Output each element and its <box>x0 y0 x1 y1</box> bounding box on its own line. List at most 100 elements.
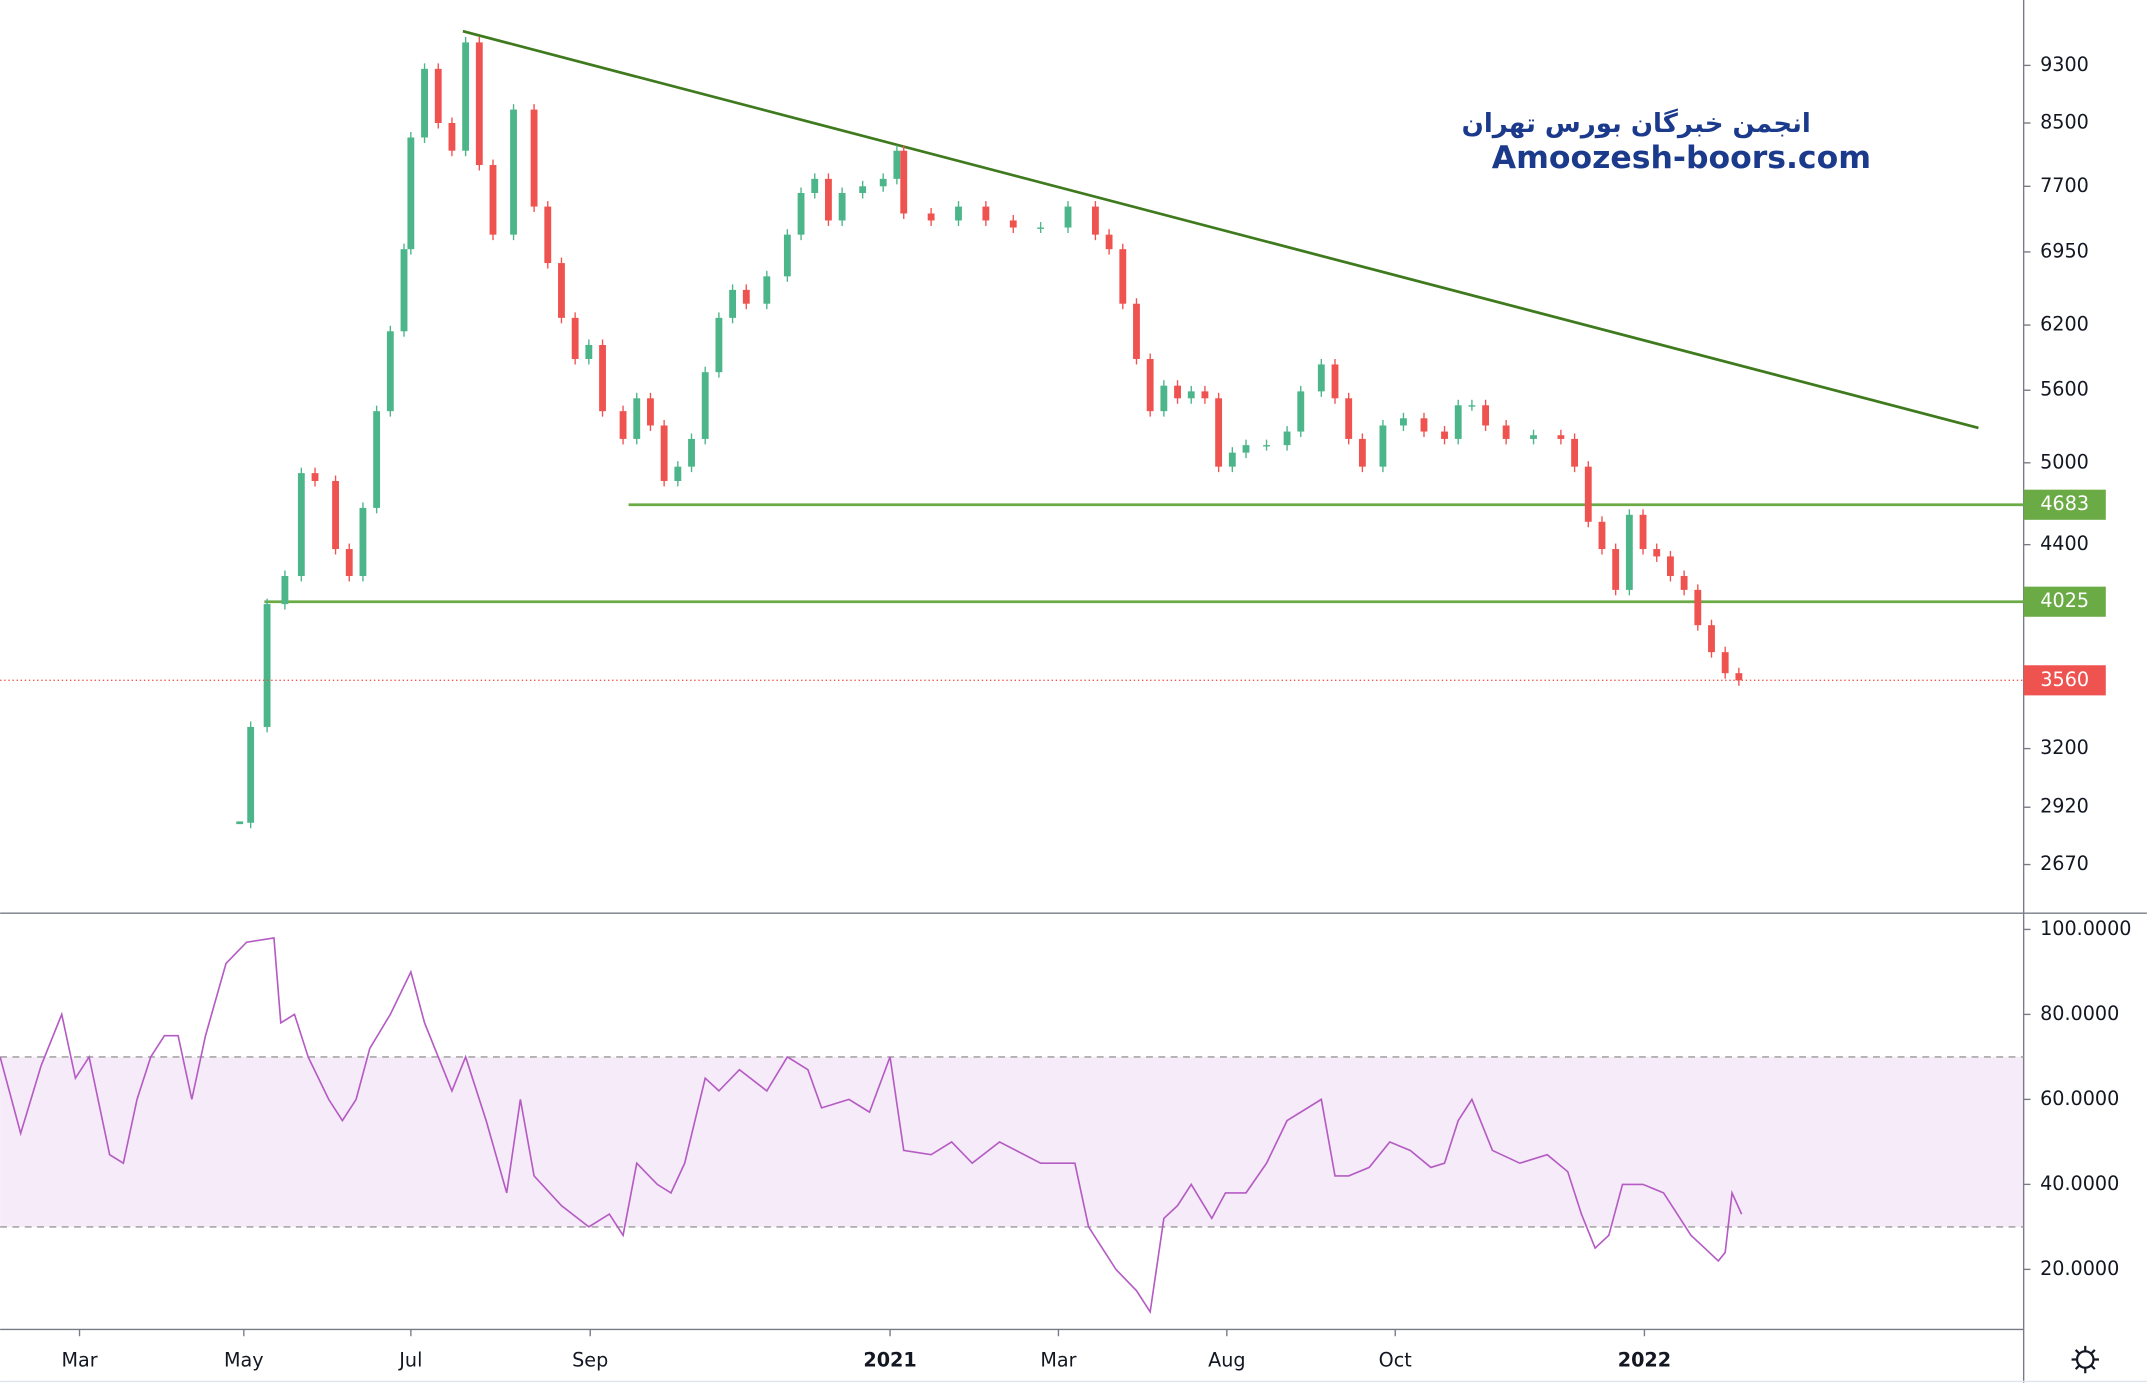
candle <box>1228 452 1236 467</box>
candle <box>1263 445 1270 447</box>
y-tick-label: 9300 <box>2040 53 2089 76</box>
y-tick-label: 5000 <box>2040 450 2089 473</box>
candle <box>783 234 791 277</box>
settings-icon[interactable] <box>2071 1345 2099 1374</box>
candle <box>811 178 819 193</box>
candle <box>982 206 990 221</box>
rsi-line <box>0 937 1743 1315</box>
level-label: 4683 <box>2040 492 2089 515</box>
candle <box>1037 227 1045 229</box>
candle <box>1653 549 1661 557</box>
candle <box>1530 435 1537 439</box>
candle <box>1400 418 1407 426</box>
candle <box>1379 425 1387 467</box>
candle <box>1345 398 1353 439</box>
y-tick-label: 60.0000 <box>2040 1087 2119 1110</box>
x-tick-label: Sep <box>572 1348 608 1371</box>
candle <box>1064 206 1072 228</box>
candle <box>838 192 846 221</box>
candle <box>1735 673 1743 681</box>
level-label: 4025 <box>2040 589 2089 612</box>
candle <box>489 165 497 235</box>
candle <box>263 604 271 727</box>
candle <box>585 344 593 359</box>
candle <box>1468 405 1476 407</box>
candle <box>1708 625 1715 653</box>
candle <box>701 372 709 439</box>
candle <box>544 206 552 264</box>
candle <box>530 109 538 207</box>
candle <box>1502 425 1510 439</box>
candle <box>1598 521 1606 550</box>
y-tick-label: 4400 <box>2040 532 2089 555</box>
candle <box>1639 514 1647 550</box>
x-tick-label: Jul <box>398 1348 422 1371</box>
candle <box>742 289 750 304</box>
candle <box>1454 405 1462 439</box>
candle <box>1160 385 1168 412</box>
y-tick-label: 5600 <box>2040 378 2089 401</box>
settings-gear-teeth[interactable] <box>2071 1345 2099 1374</box>
x-tick-label: 2022 <box>1618 1348 1671 1371</box>
y-tick-label: 6950 <box>2040 239 2089 262</box>
candle <box>1119 249 1127 304</box>
candle <box>599 344 606 412</box>
x-tick-label: Mar <box>61 1348 97 1371</box>
candle <box>1091 206 1099 235</box>
candle <box>1482 405 1490 426</box>
x-tick-label: 2021 <box>863 1348 916 1371</box>
watermark-site: Amoozesh-boors.com <box>1492 140 1871 176</box>
candle <box>633 398 641 439</box>
trendline <box>462 29 1979 430</box>
candle <box>1571 438 1579 467</box>
candle <box>1625 514 1633 590</box>
candle <box>1557 435 1565 439</box>
candle <box>407 137 415 250</box>
candle <box>1201 391 1209 399</box>
watermark-persian: انجمن خبرگان بورس تهران <box>1462 108 1811 139</box>
y-tick-label: 3200 <box>2040 736 2089 759</box>
y-tick-label: 80.0000 <box>2040 1002 2119 1025</box>
candle <box>475 42 483 166</box>
y-tick-label: 100.0000 <box>2040 917 2131 940</box>
candle <box>619 411 627 439</box>
y-tick-label: 2920 <box>2040 795 2089 818</box>
candle <box>893 150 901 179</box>
candle <box>434 68 442 124</box>
candle <box>715 317 723 373</box>
candle <box>1680 575 1688 590</box>
candle <box>1133 303 1140 359</box>
candle <box>345 549 353 576</box>
candle <box>373 411 381 508</box>
rsi-band <box>0 1056 2024 1227</box>
level-label-box <box>2023 489 2106 520</box>
y-tick-label: 20.0000 <box>2040 1257 2119 1280</box>
candle <box>1667 556 1674 576</box>
x-tick-label: Aug <box>1208 1348 1245 1371</box>
candle <box>900 150 908 214</box>
x-tick-label: May <box>224 1348 264 1371</box>
candle <box>1317 364 1325 392</box>
candle <box>927 213 935 221</box>
candle <box>1358 438 1366 467</box>
candle <box>688 438 695 467</box>
candle <box>1242 445 1250 453</box>
candle <box>359 507 367 576</box>
candle <box>400 249 408 332</box>
candle <box>1174 385 1181 399</box>
candle <box>1441 431 1448 439</box>
last-price-box <box>2023 665 2106 696</box>
candle <box>674 466 682 481</box>
candle <box>1146 358 1154 412</box>
candle <box>1187 391 1195 399</box>
candle <box>955 206 962 221</box>
candle <box>421 68 428 138</box>
candle <box>1420 418 1428 432</box>
candle <box>879 178 887 187</box>
candle <box>825 178 832 221</box>
candle <box>571 317 579 359</box>
candle <box>647 398 654 426</box>
candle <box>247 726 255 823</box>
y-tick-label: 2670 <box>2040 852 2089 875</box>
